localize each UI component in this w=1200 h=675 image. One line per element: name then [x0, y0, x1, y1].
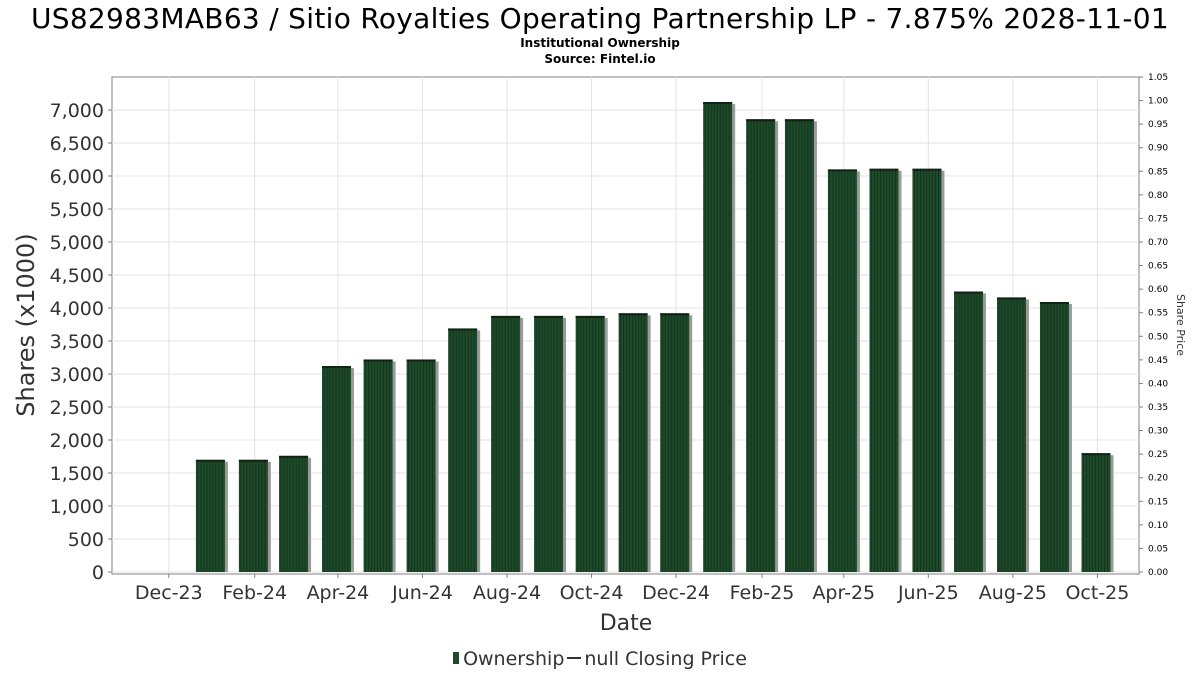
y2-tick-label: 0.00 — [1148, 568, 1168, 578]
y-tick-label: 3,000 — [50, 364, 104, 386]
y2-tick-label: 0.40 — [1148, 379, 1168, 389]
bar-ownership-2024-07-31 — [491, 315, 524, 572]
x-tick-label: Aug-24 — [473, 582, 541, 604]
ownership-swatch-icon — [453, 651, 460, 664]
bar-ownership-2024-02-29 — [279, 455, 312, 572]
chart-title: US82983MAB63 / Sitio Royalties Operating… — [30, 2, 1170, 35]
y2-tick-label: 0.05 — [1148, 544, 1168, 554]
y-tick-label: 2,500 — [50, 397, 104, 419]
bar-ownership-2024-08-31 — [534, 315, 567, 572]
y-tick-label: 1,500 — [50, 463, 104, 485]
bar-ownership-2024-10-31 — [618, 313, 651, 572]
y2-tick-label: 0.50 — [1148, 332, 1168, 342]
chart-source: Source: Fintel.io — [544, 52, 656, 66]
y2-tick-label: 0.55 — [1148, 309, 1168, 319]
y2-tick-label: 1.00 — [1148, 97, 1168, 107]
bar-ownership-2023-12-31 — [195, 459, 228, 572]
y-tick-label: 5,500 — [50, 199, 104, 221]
y-tick-label: 7,000 — [50, 100, 104, 122]
bar-ownership-2025-03-31 — [827, 169, 860, 572]
bar-ownership-2024-09-30 — [575, 315, 608, 572]
y2-tick-label: 0.20 — [1148, 474, 1168, 484]
bar-ownership-2025-05-31 — [912, 168, 945, 573]
price-line-icon — [567, 656, 582, 659]
x-axis-label: Date — [600, 611, 653, 636]
y2-tick-label: 0.35 — [1148, 403, 1168, 413]
y2-tick-label: 0.70 — [1148, 238, 1168, 248]
bar-ownership-2025-07-31 — [996, 297, 1029, 572]
y2-tick-label: 0.15 — [1148, 497, 1168, 507]
x-tick-label: Apr-24 — [307, 582, 370, 604]
bar-ownership-2025-08-31 — [1039, 302, 1072, 572]
y2-tick-label: 0.10 — [1148, 521, 1168, 531]
x-tick-label: Oct-25 — [1065, 582, 1129, 604]
legend-ownership-label: Ownership — [463, 648, 565, 670]
x-tick-label: Aug-25 — [979, 582, 1047, 604]
y-tick-label: 0 — [92, 562, 104, 584]
y2-tick-label: 0.65 — [1148, 262, 1168, 272]
x-axis: Dec-23 Feb-24 Apr-24 Jun-24 Aug-24 Oct-24 Dec-… — [112, 573, 1139, 604]
y2-tick-label: 0.75 — [1148, 214, 1168, 224]
x-tick-label: Dec-24 — [642, 582, 710, 604]
y-tick-label: 3,500 — [50, 331, 104, 353]
y-tick-label: 6,500 — [50, 133, 104, 155]
y-tick-label: 5,000 — [50, 232, 104, 254]
y-tick-label: 1,000 — [50, 496, 104, 518]
bar-ownership-2025-02-28 — [784, 119, 817, 573]
y-tick-label: 6,000 — [50, 166, 104, 188]
y2-tick-label: 0.30 — [1148, 427, 1168, 437]
y2-axis-label: Share Price — [1174, 294, 1187, 356]
bar-ownership-2025-04-30 — [869, 168, 902, 573]
y2-tick-label: 1.05 — [1148, 73, 1168, 83]
x-tick-label: Oct-24 — [560, 582, 624, 604]
y-tick-label: 4,500 — [50, 265, 104, 287]
bar-ownership-2025-01-31 — [746, 119, 779, 573]
legend: Ownership null Closing Price — [0, 648, 1200, 670]
y-axis: 0 500 1,000 1,500 2,000 2,500 3,000 3,500 4,000 4… — [50, 100, 112, 584]
x-tick-label: Dec-23 — [135, 582, 203, 604]
bar-ownership-2024-03-31 — [322, 366, 355, 572]
y2-tick-label: 0.25 — [1148, 450, 1168, 460]
y2-axis: 0.00 0.05 0.10 0.15 0.20 0.25 0.30 0.35 0.40 0.45… — [1139, 73, 1168, 578]
y2-tick-label: 0.45 — [1148, 356, 1168, 366]
bar-ownership-2024-06-30 — [448, 328, 481, 572]
y2-tick-label: 0.60 — [1148, 285, 1168, 295]
bar-ownership-2025-09-30 — [1081, 453, 1114, 572]
bar-ownership-2024-05-31 — [406, 359, 439, 572]
y-tick-label: 2,000 — [50, 430, 104, 452]
bar-ownership-2024-01-31 — [238, 459, 271, 572]
y-tick-label: 4,000 — [50, 298, 104, 320]
chart-subtitle: Institutional Ownership — [520, 36, 680, 50]
bar-ownership-2025-06-30 — [954, 291, 987, 572]
x-tick-label: Feb-24 — [222, 582, 287, 604]
bar-ownership-2024-04-30 — [363, 359, 396, 572]
bar-series-ownership — [195, 102, 1114, 573]
y2-tick-label: 0.90 — [1148, 144, 1168, 154]
y-axis-label: Shares (x1000) — [12, 233, 40, 416]
x-tick-label: Feb-25 — [730, 582, 795, 604]
y2-tick-label: 0.85 — [1148, 167, 1168, 177]
y2-tick-label: 0.80 — [1148, 191, 1168, 201]
x-tick-label: Apr-25 — [812, 582, 875, 604]
legend-price-label: null Closing Price — [584, 648, 747, 670]
x-tick-label: Jun-24 — [391, 582, 453, 604]
y2-tick-label: 0.95 — [1148, 120, 1168, 130]
x-tick-label: Jun-25 — [897, 582, 959, 604]
bar-ownership-2024-11-30 — [660, 313, 693, 572]
bar-ownership-2024-12-31 — [703, 102, 736, 572]
y-tick-label: 500 — [68, 529, 104, 551]
